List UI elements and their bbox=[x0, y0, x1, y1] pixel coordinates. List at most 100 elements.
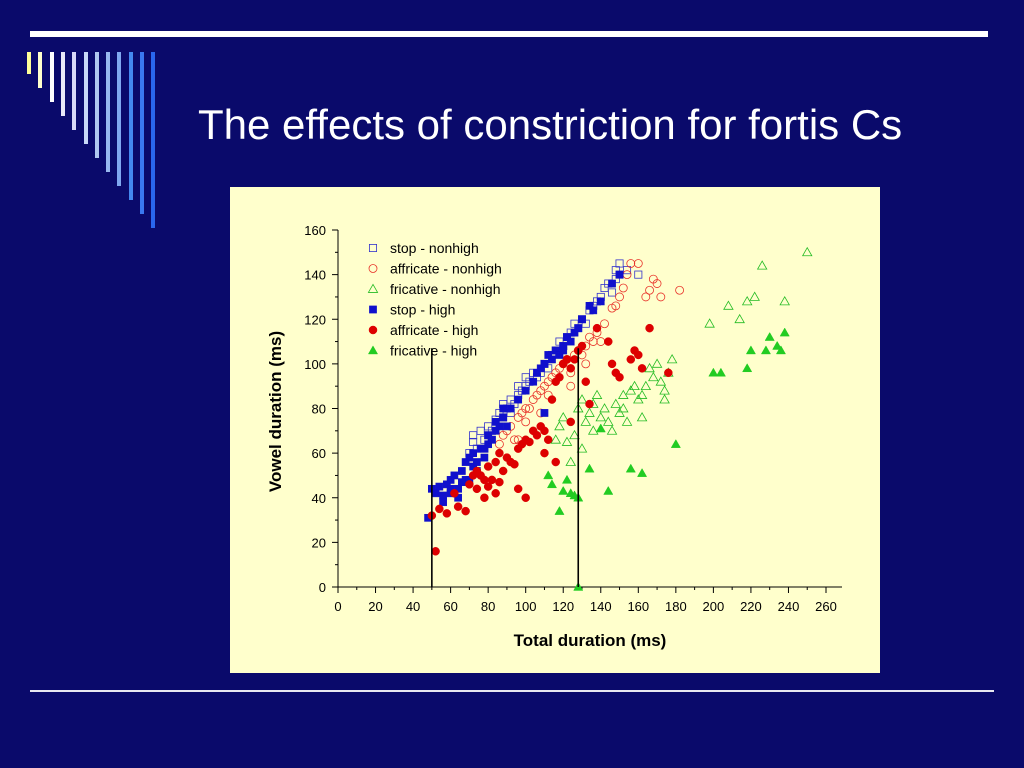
fricative-high-point bbox=[637, 468, 648, 477]
decorative-bar bbox=[83, 52, 88, 144]
affricate-high-point bbox=[615, 373, 624, 382]
stop-high-point bbox=[615, 270, 624, 279]
fricative-nonhigh-point bbox=[550, 434, 562, 444]
stop-nonhigh-point bbox=[514, 382, 523, 391]
affricate-nonhigh-point bbox=[618, 283, 628, 293]
x-axis-title: Total duration (ms) bbox=[514, 631, 667, 650]
fricative-nonhigh-point bbox=[629, 380, 640, 391]
affricate-high-point bbox=[491, 457, 500, 467]
stop-high-point bbox=[514, 395, 523, 404]
affricate-high-point bbox=[461, 506, 470, 516]
fricative-high-point bbox=[772, 340, 783, 350]
affricate-nonhigh-point bbox=[521, 404, 531, 413]
fricative-nonhigh-point bbox=[599, 403, 610, 413]
affricate-high-point bbox=[513, 484, 523, 494]
y-tick-label: 140 bbox=[304, 268, 326, 283]
fricative-nonhigh-point bbox=[569, 429, 580, 440]
decorative-bar bbox=[140, 52, 144, 214]
fricative-nonhigh-point bbox=[554, 420, 565, 431]
fricative-high-point bbox=[625, 463, 636, 473]
fricative-high-point bbox=[779, 327, 790, 337]
affricate-high-point bbox=[637, 364, 647, 373]
fricative-nonhigh-point bbox=[644, 362, 655, 373]
fricative-high-point bbox=[546, 479, 558, 489]
fricative-high-point bbox=[775, 345, 786, 355]
y-tick-label: 0 bbox=[319, 580, 326, 595]
x-tick-label: 220 bbox=[740, 599, 762, 614]
y-tick-label: 60 bbox=[312, 446, 326, 461]
affricate-high-point bbox=[431, 547, 440, 556]
legend-label: affricate - nonhigh bbox=[390, 261, 502, 277]
fricative-nonhigh-point bbox=[801, 246, 813, 257]
stop-nonhigh-point bbox=[469, 437, 478, 446]
stop-high-point bbox=[529, 377, 538, 386]
stop-high-point bbox=[469, 449, 477, 457]
fricative-high-point bbox=[745, 345, 756, 355]
stop-high-point bbox=[506, 404, 515, 413]
stop-high-point bbox=[548, 355, 556, 364]
fricative-nonhigh-point bbox=[587, 425, 599, 435]
fricative-high-point bbox=[670, 439, 681, 448]
stop-high-point bbox=[458, 478, 466, 486]
fricative-high-point bbox=[558, 485, 569, 495]
stop-high-point bbox=[439, 498, 447, 507]
stop-high-point bbox=[450, 471, 459, 480]
affricate-high-point bbox=[435, 504, 444, 514]
stop-nonhigh-point bbox=[623, 266, 632, 275]
stop-high-point bbox=[435, 482, 444, 491]
affricate-nonhigh-point bbox=[596, 337, 606, 346]
affricate-high-point bbox=[555, 373, 564, 382]
fricative-nonhigh-point bbox=[659, 394, 670, 404]
stop-high-point bbox=[578, 315, 586, 324]
x-tick-label: 200 bbox=[703, 599, 725, 614]
affricate-nonhigh-point bbox=[626, 259, 636, 268]
legend-label: stop - nonhigh bbox=[390, 240, 479, 256]
affricate-high-point bbox=[607, 359, 617, 369]
fricative-nonhigh-point bbox=[595, 412, 607, 422]
affricate-nonhigh-point bbox=[566, 381, 576, 391]
affricate-nonhigh-point bbox=[581, 359, 591, 369]
fricative-nonhigh-point bbox=[602, 416, 614, 426]
stop-high-point bbox=[608, 279, 616, 288]
x-tick-label: 60 bbox=[443, 599, 457, 614]
fricative-nonhigh-point bbox=[576, 394, 588, 404]
stop-nonhigh-point bbox=[476, 426, 485, 435]
fricative-high-point bbox=[603, 485, 614, 495]
x-tick-label: 40 bbox=[406, 599, 420, 614]
fricative-nonhigh-point bbox=[734, 313, 745, 324]
stop-high-point bbox=[503, 422, 511, 431]
affricate-high-point bbox=[483, 462, 493, 471]
affricate-nonhigh-point bbox=[510, 435, 519, 445]
decorative-bar bbox=[117, 52, 122, 186]
stop-high-point bbox=[495, 422, 504, 431]
affricate-nonhigh-point bbox=[641, 292, 651, 302]
stop-high-point bbox=[566, 337, 575, 346]
affricate-high-point bbox=[491, 489, 500, 498]
affricate-high-point bbox=[566, 364, 575, 373]
fricative-nonhigh-point bbox=[741, 295, 753, 306]
fricative-nonhigh-point bbox=[723, 300, 734, 310]
stop-nonhigh-point bbox=[634, 270, 643, 279]
fricative-nonhigh-point bbox=[659, 385, 670, 395]
fricative-high-point bbox=[561, 474, 573, 484]
affricate-nonhigh-point bbox=[622, 270, 632, 280]
stop-high-point bbox=[540, 409, 549, 417]
fricative-nonhigh-point bbox=[576, 443, 588, 453]
affricate-nonhigh-point bbox=[498, 430, 508, 440]
fricative-nonhigh-point bbox=[614, 407, 625, 417]
legend-label: fricative - high bbox=[390, 343, 477, 359]
fricative-high-point bbox=[584, 463, 595, 473]
fricative-nonhigh-point bbox=[749, 291, 760, 301]
stop-high-point bbox=[521, 386, 530, 395]
fricative-nonhigh-point bbox=[625, 385, 637, 395]
affricate-high-point bbox=[547, 395, 557, 404]
affricate-high-point bbox=[592, 323, 602, 333]
affricate-nonhigh-point bbox=[600, 319, 609, 329]
x-tick-label: 140 bbox=[590, 599, 612, 614]
stop-high-point bbox=[499, 413, 508, 422]
stop-high-point bbox=[480, 453, 489, 462]
affricate-high-point bbox=[495, 448, 504, 458]
decorative-bar bbox=[128, 52, 133, 200]
legend-label: affricate - high bbox=[390, 322, 478, 338]
affricate-nonhigh-point bbox=[611, 301, 621, 311]
